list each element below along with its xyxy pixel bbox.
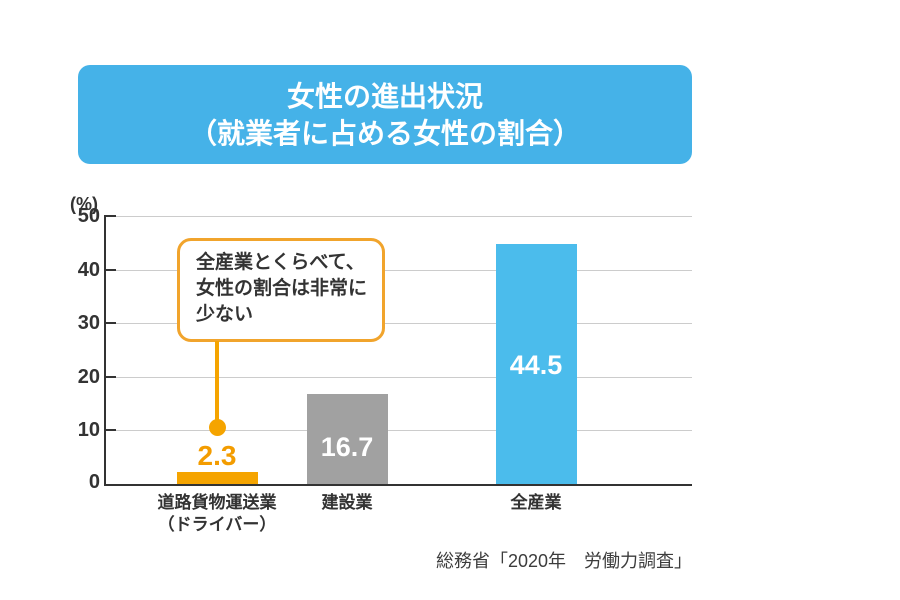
value-label-construction: 16.7 (320, 432, 374, 462)
value-label-all-industries: 44.5 (509, 350, 563, 380)
gridline-50 (105, 216, 692, 217)
annotation-line2: 女性の割合は非常に (196, 278, 368, 299)
chart-title-line2: （就業者に占める女性の割合） (188, 117, 581, 149)
gridline-40 (105, 270, 692, 271)
annotation-callout-box: 全産業とくらべて、 女性の割合は非常に 少ない (177, 238, 385, 342)
gridline-30 (105, 323, 692, 324)
x-axis-baseline (104, 484, 692, 486)
annotation-stem-line (215, 341, 219, 420)
category-label-all-industries: 全産業 (510, 493, 562, 512)
gridline-20 (105, 377, 692, 378)
category-label-road-freight-line1: 道路貨物運送業 (157, 493, 277, 512)
y-tick-label-20: 20 (77, 366, 100, 388)
y-tick-50 (106, 215, 116, 217)
category-label-road-freight: 道路貨物運送業 （ドライバー） (127, 492, 307, 536)
chart-title-line1: 女性の進出状況 (286, 80, 483, 112)
bar-all-industries (496, 244, 577, 484)
value-label-road-freight: 2.3 (197, 440, 237, 471)
category-label-road-freight-line2: （ドライバー） (157, 515, 277, 534)
annotation-pointer-dot (209, 419, 226, 436)
y-tick-label-40: 40 (77, 259, 100, 281)
annotation-line3: 少ない (196, 304, 254, 325)
chart-title-banner: 女性の進出状況 （就業者に占める女性の割合） (78, 65, 692, 164)
gridline-10 (105, 430, 692, 431)
y-tick-20 (106, 376, 116, 378)
source-citation: 総務省「2020年 労働力調査」 (435, 551, 692, 571)
annotation-line1: 全産業とくらべて、 (196, 252, 365, 273)
category-label-construction: 建設業 (321, 493, 373, 512)
y-tick-label-50: 50 (77, 205, 100, 227)
bar-road-freight (177, 472, 258, 484)
y-tick-40 (106, 269, 116, 271)
y-tick-10 (106, 429, 116, 431)
y-tick-label-10: 10 (77, 419, 100, 441)
y-tick-label-0: 0 (88, 471, 100, 493)
y-tick-30 (106, 322, 116, 324)
bar-construction (307, 394, 388, 484)
y-axis-unit-label: (%) (70, 194, 98, 214)
y-axis-line (104, 215, 106, 486)
y-tick-label-30: 30 (77, 312, 100, 334)
